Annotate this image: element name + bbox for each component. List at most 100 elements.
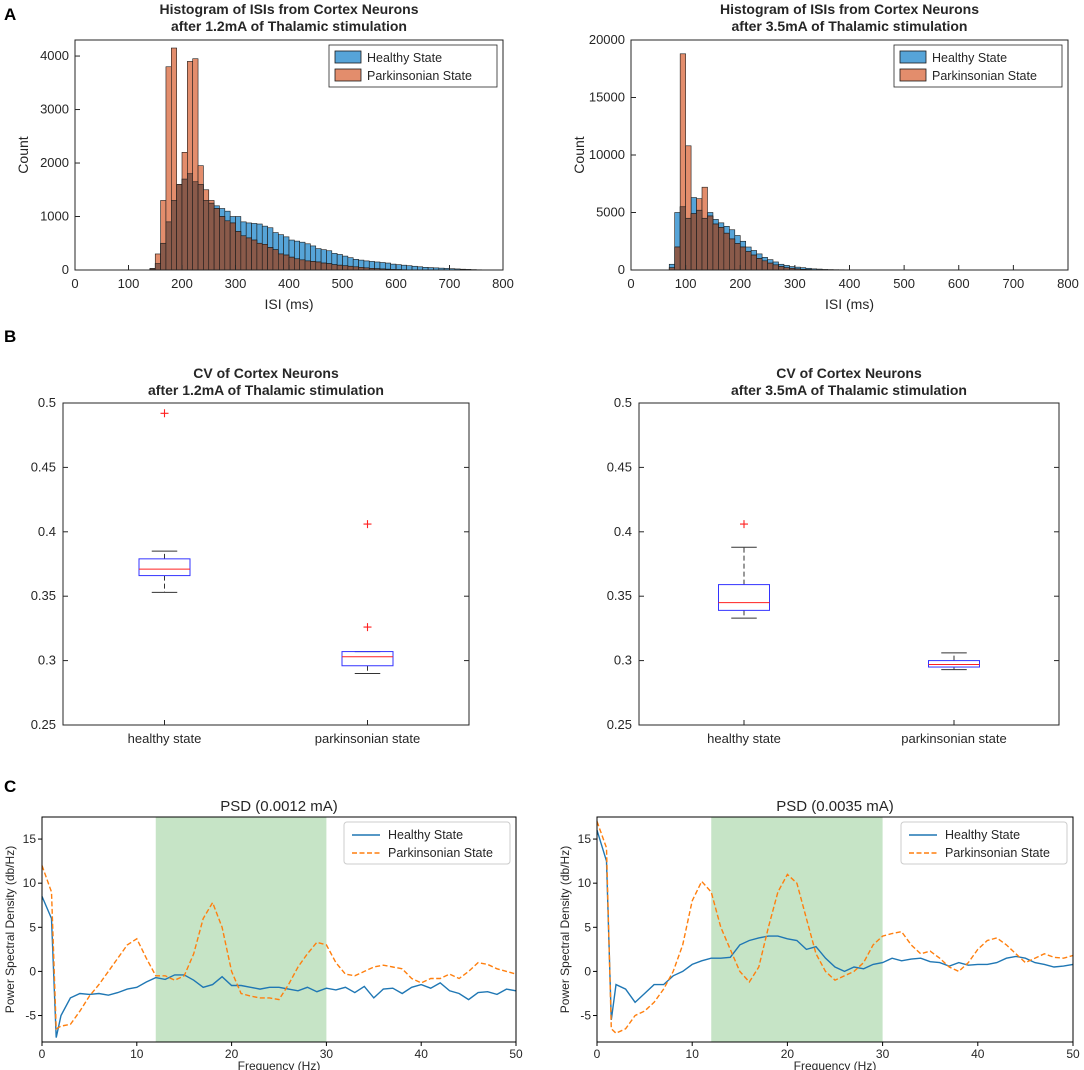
overlap-bar bbox=[197, 184, 204, 271]
overlap-bar bbox=[674, 246, 681, 271]
outlier-marker bbox=[740, 520, 748, 529]
chart-title-line: CV of Cortex Neurons bbox=[193, 365, 339, 381]
x-tick-label: 500 bbox=[893, 276, 915, 291]
overlap-bar bbox=[772, 264, 779, 271]
legend-label-healthy: Healthy State bbox=[388, 828, 463, 842]
psd-plot-0p0035ma: PSD (0.0035 mA) 0 10 20 30 40 50 -5 0 5 10 15 Freque… bbox=[558, 798, 1080, 1070]
psd-plot-0p0012ma: PSD (0.0012 mA) 0 10 20 30 40 50 -5 0 5 10 15 Freque… bbox=[3, 798, 523, 1070]
x-tick-label: parkinsonian state bbox=[315, 731, 421, 746]
overlap-bar bbox=[690, 213, 697, 271]
overlap-bar bbox=[272, 249, 279, 271]
y-tick-label: 15000 bbox=[589, 90, 625, 105]
x-tick-label: 40 bbox=[415, 1047, 429, 1061]
y-tick-label: 0.25 bbox=[607, 717, 632, 732]
x-tick-label: 200 bbox=[729, 276, 751, 291]
y-tick-label: 0.45 bbox=[31, 459, 56, 474]
x-tick-label: 20 bbox=[225, 1047, 239, 1061]
overlap-bar bbox=[171, 200, 177, 271]
overlap-bar bbox=[336, 264, 343, 271]
panel-letter-c: C bbox=[4, 777, 16, 796]
box bbox=[928, 660, 980, 668]
overlap-bar bbox=[256, 242, 263, 271]
legend-label-parkinsonian: Parkinsonian State bbox=[945, 846, 1050, 860]
chart-title-line: after 3.5mA of Thalamic stimulation bbox=[731, 382, 967, 398]
x-tick-label: 800 bbox=[1057, 276, 1079, 291]
x-axis-label: Frequency (Hz) bbox=[794, 1059, 877, 1070]
overlap-bar bbox=[261, 244, 268, 271]
overlap-bar bbox=[729, 238, 736, 271]
y-tick-label: 5000 bbox=[596, 205, 625, 220]
x-tick-label: 100 bbox=[118, 276, 140, 291]
parkinsonian-line bbox=[596, 821, 1074, 1035]
overlap-bar bbox=[701, 217, 708, 271]
legend-swatch-parkinsonian bbox=[899, 68, 927, 82]
healthy-bar bbox=[411, 265, 418, 271]
y-axis-label: Power Spectral Density (db/Hz) bbox=[3, 846, 17, 1013]
legend-label-healthy: Healthy State bbox=[932, 51, 1007, 65]
x-axis-label: ISI (ms) bbox=[265, 296, 314, 312]
y-tick-label: 0 bbox=[584, 964, 591, 978]
healthy-line bbox=[596, 829, 1074, 1020]
x-tick-label: 800 bbox=[492, 276, 514, 291]
y-tick-label: 0.25 bbox=[31, 717, 56, 732]
chart-title: PSD (0.0035 mA) bbox=[776, 798, 894, 815]
overlap-bar bbox=[723, 232, 730, 271]
panel-letter-a: A bbox=[4, 5, 16, 24]
x-tick-label: 600 bbox=[948, 276, 970, 291]
overlap-bar bbox=[761, 260, 768, 271]
y-tick-label: 0 bbox=[29, 964, 36, 978]
chart-title-line: Histogram of ISIs from Cortex Neurons bbox=[720, 1, 979, 17]
x-tick-label: healthy state bbox=[128, 731, 202, 746]
overlap-bar bbox=[320, 262, 327, 271]
y-tick-label: 0 bbox=[618, 262, 625, 277]
x-tick-label: 50 bbox=[1066, 1047, 1080, 1061]
histogram-3p5ma: Histogram of ISIs from Cortex Neuronsaft… bbox=[571, 1, 1079, 312]
overlap-bar bbox=[679, 206, 686, 271]
y-tick-label: 10 bbox=[23, 876, 37, 890]
x-tick-label: parkinsonian state bbox=[901, 731, 1007, 746]
chart-title-line: after 1.2mA of Thalamic stimulation bbox=[171, 18, 407, 34]
x-axis-label: Frequency (Hz) bbox=[238, 1059, 321, 1070]
y-tick-label: 15 bbox=[23, 832, 37, 846]
overlap-bar bbox=[160, 242, 167, 271]
outlier-marker bbox=[160, 409, 169, 418]
overlap-bar bbox=[240, 235, 247, 271]
y-axis-label: Count bbox=[571, 136, 587, 173]
y-tick-label: 0.5 bbox=[38, 395, 56, 410]
healthy-line bbox=[41, 896, 517, 1038]
x-tick-label: 40 bbox=[971, 1047, 985, 1061]
x-tick-label: 700 bbox=[1003, 276, 1025, 291]
y-tick-label: 0.4 bbox=[614, 524, 632, 539]
box bbox=[341, 651, 394, 667]
overlap-bar bbox=[707, 215, 714, 271]
y-tick-label: 0.4 bbox=[38, 524, 56, 539]
overlap-bar bbox=[154, 263, 161, 271]
overlap-bar bbox=[739, 246, 747, 271]
x-tick-label: 400 bbox=[278, 276, 300, 291]
overlap-bar bbox=[342, 265, 349, 271]
overlap-bar bbox=[251, 239, 258, 271]
y-tick-label: 0.3 bbox=[38, 653, 56, 668]
overlap-bar bbox=[176, 184, 183, 271]
legend-box bbox=[900, 821, 1068, 865]
overlap-bar bbox=[696, 209, 703, 271]
overlap-bar bbox=[315, 261, 322, 271]
y-tick-label: 0 bbox=[62, 262, 69, 277]
legend-swatch-healthy bbox=[899, 50, 927, 64]
y-tick-label: 0.35 bbox=[607, 588, 632, 603]
x-tick-label: 10 bbox=[130, 1047, 144, 1061]
overlap-bar bbox=[778, 266, 785, 271]
y-tick-label: 0.45 bbox=[607, 459, 632, 474]
legend-label-healthy: Healthy State bbox=[945, 828, 1020, 842]
x-tick-label: 0 bbox=[627, 276, 634, 291]
overlap-bar bbox=[712, 223, 719, 271]
legend-label-parkinsonian: Parkinsonian State bbox=[367, 69, 472, 83]
chart-title-line: CV of Cortex Neurons bbox=[776, 365, 922, 381]
x-tick-label: 0 bbox=[39, 1047, 46, 1061]
healthy-bar bbox=[406, 265, 413, 271]
overlap-bar bbox=[235, 231, 242, 271]
overlap-bar bbox=[685, 217, 692, 271]
overlap-bar bbox=[299, 259, 306, 271]
x-tick-label: 50 bbox=[509, 1047, 523, 1061]
